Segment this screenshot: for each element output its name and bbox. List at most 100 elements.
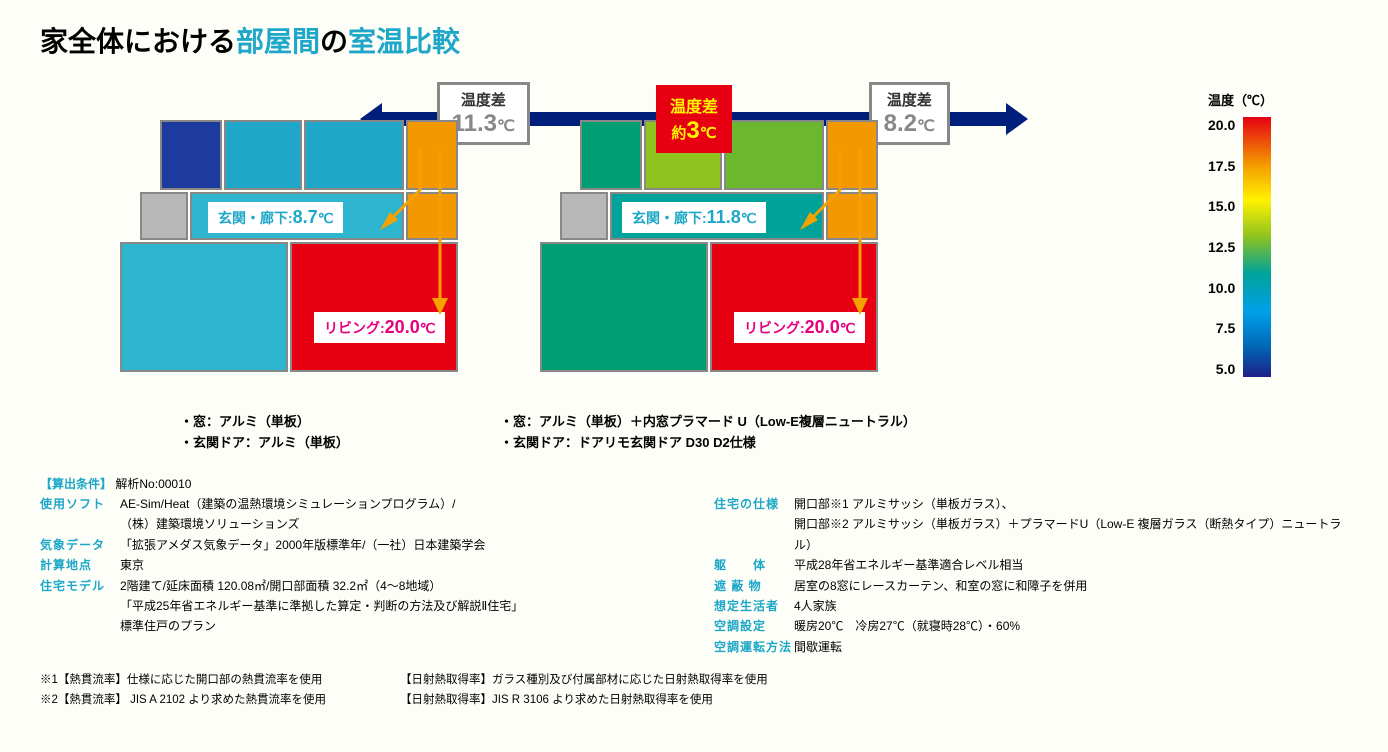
legend-scale: 20.0 17.5 15.0 12.5 10.0 7.5 5.0 xyxy=(1208,117,1348,377)
floorplan-left: 温度差 11.3℃ 玄関・廊下:8.7℃ リビング:20.0℃ xyxy=(120,90,500,454)
title-mid: の xyxy=(320,26,348,57)
left-hall-label: 玄関・廊下:8.7℃ xyxy=(208,202,343,233)
conditions-header-row: 算出条件 解析No:00010 xyxy=(40,474,1348,494)
condition-label xyxy=(40,596,120,616)
condition-label: 躯 体 xyxy=(714,555,794,575)
arrow-to-living-icon xyxy=(840,150,880,320)
condition-row: 空調運転方法間歇運転 xyxy=(714,637,1348,657)
condition-row: 標準住戸のプラン xyxy=(40,616,674,636)
legend-tick: 15.0 xyxy=(1208,198,1235,214)
condition-row: 想定生活者4人家族 xyxy=(714,596,1348,616)
footnotes: ※1【熱貫流率】仕様に応じた開口部の熱貫流率を使用【日射熱取得率】ガラス種別及び… xyxy=(40,671,1348,710)
condition-label: 空調運転方法 xyxy=(714,637,794,657)
footnote-a: ※2【熱貫流率】 JIS A 2102 より求めた熱貫流率を使用 xyxy=(40,691,380,711)
footnote-b: 【日射熱取得率】JIS R 3106 より求めた日射熱取得率を使用 xyxy=(400,691,713,711)
condition-label xyxy=(40,514,120,534)
condition-label: 住宅の仕様 xyxy=(714,494,794,514)
title-accent1: 部屋間 xyxy=(236,26,320,57)
condition-value: 暖房20℃ 冷房27℃（就寝時28℃）・60% xyxy=(794,616,1020,636)
legend-color-bar xyxy=(1243,117,1271,377)
spec-line: ・玄関ドア：アルミ（単板） xyxy=(180,433,500,454)
arrow-head-right xyxy=(1006,103,1028,135)
condition-value: 平成28年省エネルギー基準適合レベル相当 xyxy=(794,555,1023,575)
left-spec: ・窓：アルミ（単板） ・玄関ドア：アルミ（単板） xyxy=(180,412,500,454)
conditions-columns: 使用ソフトAE-Sim/Heat（建築の温熱環境シミュレーションプログラム）/（… xyxy=(40,494,1348,657)
room xyxy=(120,242,288,372)
condition-label: 遮 蔽 物 xyxy=(714,576,794,596)
condition-value: 間歇運転 xyxy=(794,637,842,657)
condition-value: 標準住戸のプラン xyxy=(120,616,216,636)
condition-row: 躯 体平成28年省エネルギー基準適合レベル相当 xyxy=(714,555,1348,575)
title-accent2: 室温比較 xyxy=(348,26,460,57)
conditions-left-col: 使用ソフトAE-Sim/Heat（建築の温熱環境シミュレーションプログラム）/（… xyxy=(40,494,674,657)
condition-value: 「拡張アメダス気象データ」2000年版標準年/（一社）日本建築学会 xyxy=(120,535,485,555)
condition-label xyxy=(40,616,120,636)
spec-line: ・窓：アルミ（単板）＋内窓プラマード U（Low-E複層ニュートラル） xyxy=(500,412,920,433)
comparison-area: 温度差 約3℃ 温度差 11.3℃ 玄関・廊下:8.7℃ リビング:20.0℃ xyxy=(40,90,1348,454)
room xyxy=(160,120,222,190)
condition-row: 開口部※2 アルミサッシ（単板ガラス）＋プラマードU（Low-E 複層ガラス（断… xyxy=(714,514,1348,555)
condition-row: 住宅の仕様開口部※1 アルミサッシ（単板ガラス）、 xyxy=(714,494,1348,514)
floorplan-right-rooms: 玄関・廊下:11.8℃ リビング:20.0℃ xyxy=(540,120,920,400)
condition-row: 気象データ「拡張アメダス気象データ」2000年版標準年/（一社）日本建築学会 xyxy=(40,535,674,555)
condition-value: 「平成25年省エネルギー基準に準拠した算定・判断の方法及び解説Ⅱ住宅」 xyxy=(120,596,523,616)
condition-value: 4人家族 xyxy=(794,596,837,616)
room xyxy=(140,192,188,240)
footnote-row: ※2【熱貫流率】 JIS A 2102 より求めた熱貫流率を使用【日射熱取得率】… xyxy=(40,691,1348,711)
condition-row: 使用ソフトAE-Sim/Heat（建築の温熱環境シミュレーションプログラム）/ xyxy=(40,494,674,514)
spec-line: ・玄関ドア：ドアリモ玄関ドア D30 D2仕様 xyxy=(500,433,920,454)
legend-tick: 10.0 xyxy=(1208,280,1235,296)
right-spec: ・窓：アルミ（単板）＋内窓プラマード U（Low-E複層ニュートラル） ・玄関ド… xyxy=(500,412,920,454)
legend-tick: 7.5 xyxy=(1208,320,1235,336)
condition-row: 住宅モデル2階建て/延床面積 120.08㎡/開口部面積 32.2㎡（4～8地域… xyxy=(40,576,674,596)
condition-row: 遮 蔽 物居室の8窓にレースカーテン、和室の窓に和障子を併用 xyxy=(714,576,1348,596)
analysis-no: 解析No:00010 xyxy=(115,477,191,491)
conditions-header: 算出条件 xyxy=(40,477,112,491)
condition-label: 計算地点 xyxy=(40,555,120,575)
condition-label: 使用ソフト xyxy=(40,494,120,514)
condition-value: AE-Sim/Heat（建築の温熱環境シミュレーションプログラム）/ xyxy=(120,494,456,514)
title-prefix: 家全体における xyxy=(40,26,236,57)
condition-value: 居室の8窓にレースカーテン、和室の窓に和障子を併用 xyxy=(794,576,1087,596)
legend-tick: 12.5 xyxy=(1208,239,1235,255)
condition-row: 計算地点東京 xyxy=(40,555,674,575)
condition-row: （株）建築環境ソリューションズ xyxy=(40,514,674,534)
room xyxy=(580,120,642,190)
condition-row: 「平成25年省エネルギー基準に準拠した算定・判断の方法及び解説Ⅱ住宅」 xyxy=(40,596,674,616)
arrow-to-living-icon xyxy=(420,150,460,320)
footnote-b: 【日射熱取得率】ガラス種別及び付属部材に応じた日射熱取得率を使用 xyxy=(400,671,768,691)
condition-label: 空調設定 xyxy=(714,616,794,636)
temperature-legend: 温度（℃） 20.0 17.5 15.0 12.5 10.0 7.5 5.0 xyxy=(1208,90,1348,454)
center-temp-diff-badge: 温度差 約3℃ xyxy=(656,85,732,153)
page-title: 家全体における部屋間の室温比較 xyxy=(40,20,1348,60)
condition-value: 東京 xyxy=(120,555,144,575)
room xyxy=(560,192,608,240)
room xyxy=(540,242,708,372)
footnote-row: ※1【熱貫流率】仕様に応じた開口部の熱貫流率を使用【日射熱取得率】ガラス種別及び… xyxy=(40,671,1348,691)
floorplan-left-rooms: 玄関・廊下:8.7℃ リビング:20.0℃ xyxy=(120,120,500,400)
condition-label: 想定生活者 xyxy=(714,596,794,616)
conditions-right-col: 住宅の仕様開口部※1 アルミサッシ（単板ガラス）、開口部※2 アルミサッシ（単板… xyxy=(714,494,1348,657)
condition-value: 2階建て/延床面積 120.08㎡/開口部面積 32.2㎡（4～8地域） xyxy=(120,576,441,596)
legend-title: 温度（℃） xyxy=(1208,90,1348,109)
condition-value: 開口部※1 アルミサッシ（単板ガラス）、 xyxy=(794,494,1014,514)
legend-tick: 17.5 xyxy=(1208,158,1235,174)
legend-tick: 20.0 xyxy=(1208,117,1235,133)
condition-label: 住宅モデル xyxy=(40,576,120,596)
center-badge-value: 約3℃ xyxy=(670,117,718,145)
conditions-block: 算出条件 解析No:00010 使用ソフトAE-Sim/Heat（建築の温熱環境… xyxy=(40,474,1348,658)
room xyxy=(224,120,302,190)
spec-line: ・窓：アルミ（単板） xyxy=(180,412,500,433)
right-badge-label: 温度差 xyxy=(884,89,935,110)
legend-labels: 20.0 17.5 15.0 12.5 10.0 7.5 5.0 xyxy=(1208,117,1235,377)
condition-label: 気象データ xyxy=(40,535,120,555)
left-badge-label: 温度差 xyxy=(452,89,515,110)
legend-tick: 5.0 xyxy=(1208,361,1235,377)
footnote-a: ※1【熱貫流率】仕様に応じた開口部の熱貫流率を使用 xyxy=(40,671,380,691)
condition-value: 開口部※2 アルミサッシ（単板ガラス）＋プラマードU（Low-E 複層ガラス（断… xyxy=(794,514,1348,555)
condition-label xyxy=(714,514,794,555)
condition-value: （株）建築環境ソリューションズ xyxy=(120,514,300,534)
condition-row: 空調設定暖房20℃ 冷房27℃（就寝時28℃）・60% xyxy=(714,616,1348,636)
center-badge-label: 温度差 xyxy=(670,93,718,117)
right-hall-label: 玄関・廊下:11.8℃ xyxy=(622,202,766,233)
